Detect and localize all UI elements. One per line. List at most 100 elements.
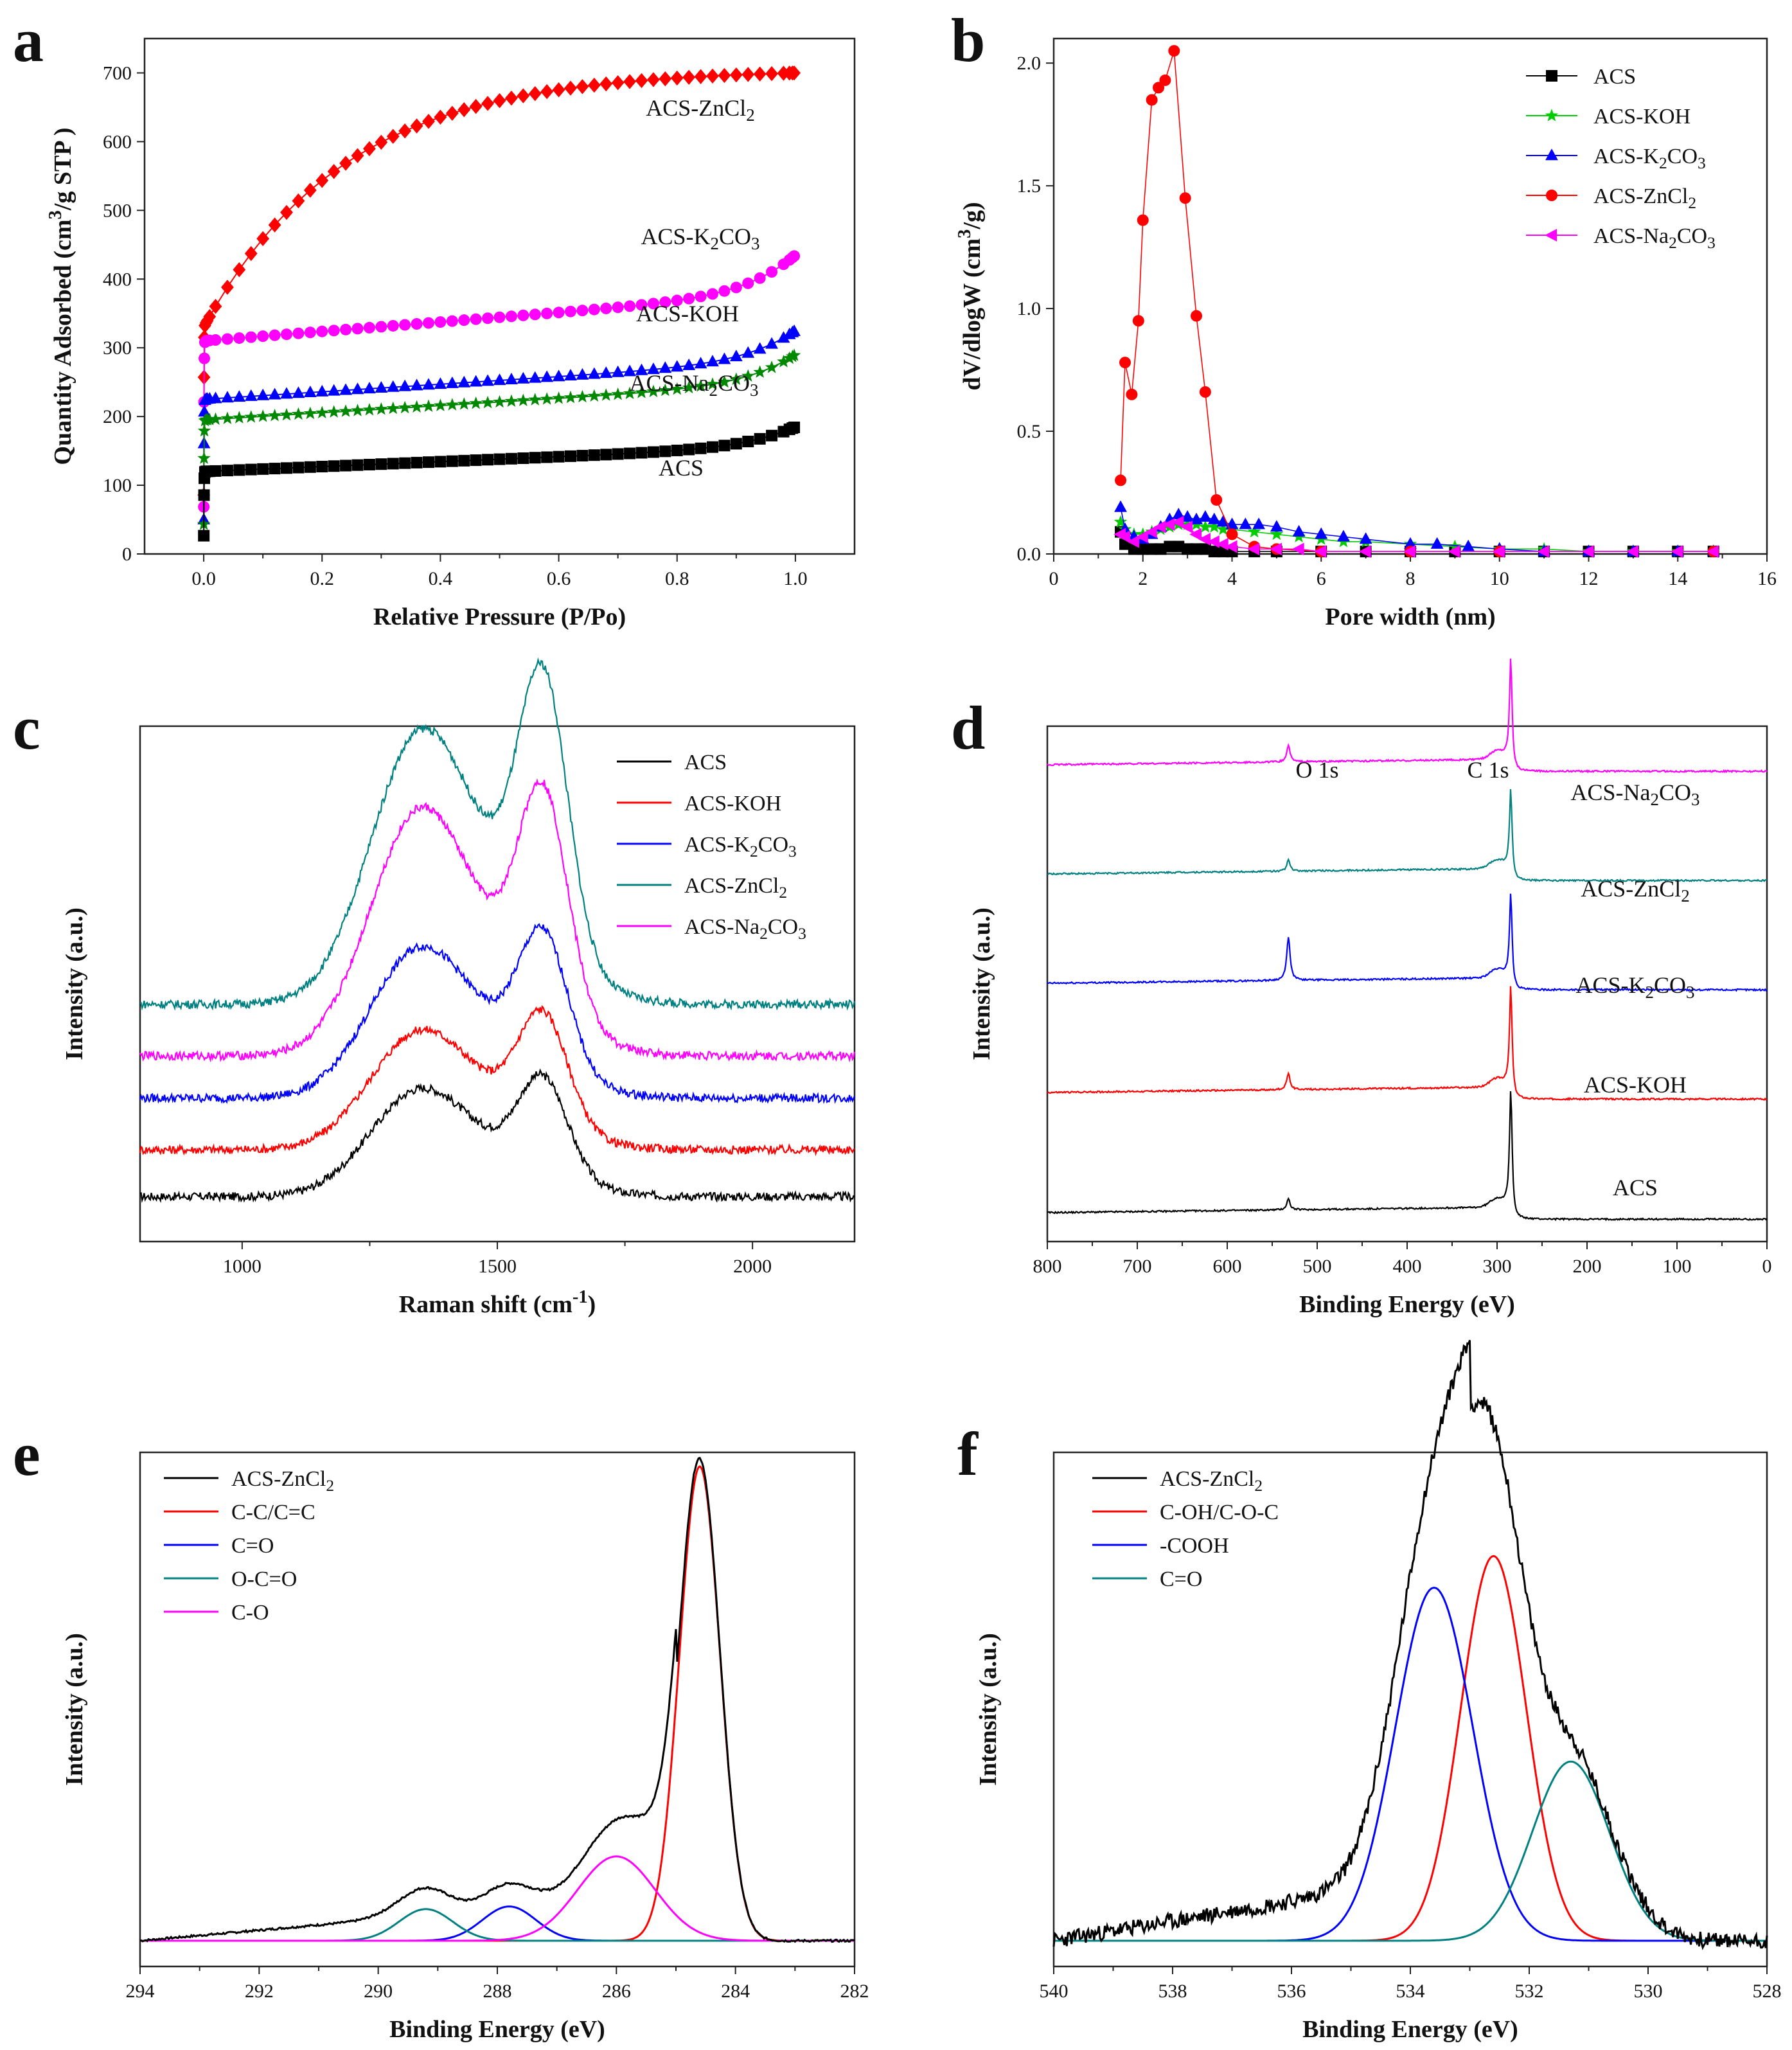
data-point xyxy=(553,450,565,463)
data-point xyxy=(316,461,328,473)
data-point xyxy=(446,455,458,467)
text-run: ACS xyxy=(1593,65,1636,89)
data-point xyxy=(552,82,565,98)
y-axis-label: Intensity (a.u.) xyxy=(968,907,995,1060)
text-run: ACS-ZnCl xyxy=(1581,876,1681,902)
data-point xyxy=(718,375,731,388)
series-annotation: ACS-KOH xyxy=(636,301,739,326)
panel-f: f 540 538 536 534 532 530 528 Binding Energy (eV… xyxy=(957,1340,1782,2043)
x-tick-label: 300 xyxy=(1483,1256,1512,1277)
series-C-O xyxy=(140,1855,855,1942)
legend-label: ACS-K2CO3 xyxy=(1593,145,1706,172)
data-point xyxy=(576,389,589,403)
legend-label: ACS-ZnCl2 xyxy=(1593,184,1696,212)
data-point xyxy=(505,452,517,465)
x-tick-label: 284 xyxy=(721,1981,750,2002)
data-point xyxy=(765,337,778,349)
data-point xyxy=(1155,543,1167,555)
data-point xyxy=(363,382,376,394)
data-point xyxy=(1448,545,1460,558)
x-tick-label: 0.6 xyxy=(547,568,571,589)
data-point xyxy=(517,371,530,384)
data-point xyxy=(787,348,801,361)
data-point xyxy=(540,370,554,382)
legend-label: ACS xyxy=(1593,65,1636,89)
y-tick-label: 2.0 xyxy=(1017,53,1042,74)
text-run: ACS-KOH xyxy=(1584,1072,1687,1098)
data-point xyxy=(624,447,636,459)
data-point xyxy=(398,379,412,391)
data-point xyxy=(1270,542,1282,556)
data-point xyxy=(529,308,541,321)
data-point xyxy=(1314,545,1327,558)
subscript: 3 xyxy=(1686,983,1695,1002)
subscript: 2 xyxy=(709,380,718,400)
data-point xyxy=(1247,542,1260,556)
data-point xyxy=(1198,533,1211,546)
data-point xyxy=(268,409,281,422)
data-point xyxy=(742,277,754,289)
data-point xyxy=(1358,545,1371,558)
data-point xyxy=(256,409,270,422)
data-point xyxy=(623,364,636,377)
data-point xyxy=(505,90,518,106)
x-tick-label: 600 xyxy=(1213,1256,1242,1277)
data-point xyxy=(599,76,613,92)
x-tick-label: 1500 xyxy=(478,1256,517,1277)
data-point xyxy=(552,370,565,382)
data-point xyxy=(1198,520,1212,533)
data-point xyxy=(292,407,305,420)
data-point xyxy=(635,299,648,311)
data-point xyxy=(445,376,459,388)
data-point xyxy=(434,398,447,411)
series-line xyxy=(1054,1555,1767,1942)
subscript: 2 xyxy=(1650,790,1659,809)
data-point xyxy=(565,305,576,317)
data-point xyxy=(1135,530,1148,544)
data-point xyxy=(221,280,234,295)
data-point xyxy=(1706,545,1719,558)
data-point xyxy=(624,300,636,312)
data-point xyxy=(753,342,767,354)
series-ACS-Na2CO3 xyxy=(197,348,801,530)
text-run: -COOH xyxy=(1160,1534,1229,1558)
data-point xyxy=(1270,520,1283,532)
text-run: ACS-Na xyxy=(1593,224,1669,248)
data-point xyxy=(363,458,375,470)
subscript: 2 xyxy=(759,924,768,943)
data-point xyxy=(659,296,671,308)
data-point xyxy=(1127,535,1139,548)
subscript: 3 xyxy=(1698,154,1706,172)
x-tick-label: 528 xyxy=(1753,1981,1782,2002)
data-point xyxy=(1146,94,1158,106)
data-point xyxy=(233,411,246,423)
data-point xyxy=(659,445,671,458)
data-point xyxy=(339,404,353,417)
data-point xyxy=(707,441,718,453)
y-axis-label-group: Intensity (a.u.) xyxy=(61,1633,88,1786)
y-axis-label: Intensity (a.u.) xyxy=(61,907,88,1060)
data-point xyxy=(386,129,400,144)
text-run: Raman shift (cm xyxy=(399,1291,572,1318)
subscript: 2 xyxy=(779,883,787,902)
series-ACS-KOH xyxy=(197,324,801,524)
data-point xyxy=(741,346,755,358)
data-point xyxy=(576,450,589,462)
y-tick-label: 0 xyxy=(122,544,132,565)
data-point xyxy=(517,393,530,406)
text-run: ACS xyxy=(659,455,704,481)
x-tick-label: 288 xyxy=(483,1981,512,2002)
data-point xyxy=(233,262,246,278)
series-ACS-KOH xyxy=(1047,986,1768,1101)
legend-label: ACS-Na2CO3 xyxy=(684,915,806,943)
x-tick-label: 0.8 xyxy=(665,568,689,589)
data-point xyxy=(635,447,648,459)
data-point xyxy=(707,288,718,300)
data-point xyxy=(528,85,542,102)
data-point xyxy=(729,372,743,385)
data-point xyxy=(730,438,742,450)
x-tick-label: 2 xyxy=(1138,568,1148,589)
data-point xyxy=(777,331,790,343)
y-axis-label-group: Intensity (a.u.) xyxy=(61,907,88,1060)
data-point xyxy=(599,366,613,379)
